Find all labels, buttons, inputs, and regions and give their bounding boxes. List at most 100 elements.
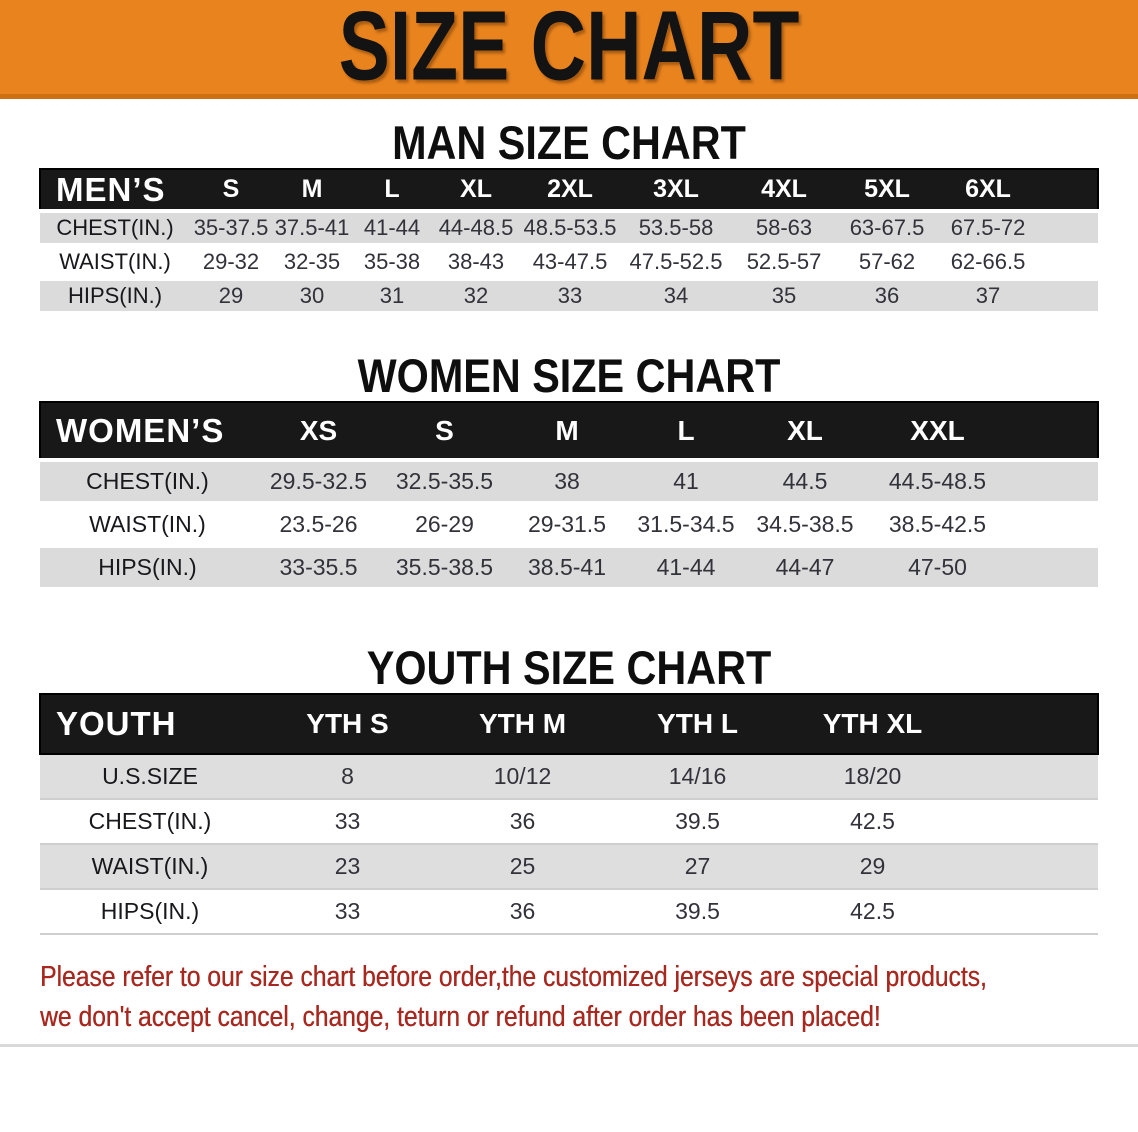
size-value-cell: 42.5 (785, 799, 960, 845)
size-column-header: 6XL (938, 168, 1038, 212)
size-value-cell: 23 (260, 844, 435, 890)
size-value-cell: 35-38 (352, 245, 432, 279)
banner: SIZE CHART (0, 0, 1138, 99)
size-value-cell: 44.5 (745, 458, 865, 505)
size-column-header: 4XL (732, 168, 836, 212)
size-value-cell: 52.5-57 (732, 245, 836, 279)
row-label: HIPS(IN.) (40, 277, 190, 315)
disclaimer-line-2: we don't accept cancel, change, teturn o… (40, 1001, 881, 1033)
spacer-cell (960, 889, 1098, 935)
size-value-cell: 44-47 (745, 544, 865, 591)
mens-header-row: MEN’S S M L XL 2XL 3XL 4XL 5XL 6XL (39, 168, 1099, 212)
spacer-cell (1010, 503, 1098, 546)
womens-group-label: WOMEN’S (39, 401, 255, 461)
size-value-cell: 38.5-41 (507, 544, 627, 591)
spacer-cell (1038, 168, 1099, 212)
row-label: HIPS(IN.) (40, 889, 260, 935)
size-value-cell: 47-50 (865, 544, 1010, 591)
row-label: CHEST(IN.) (40, 799, 260, 845)
size-value-cell: 32 (432, 277, 520, 315)
size-column-header: 2XL (520, 168, 620, 212)
size-column-header: M (272, 168, 352, 212)
womens-chest-row: CHEST(IN.) 29.5-32.5 32.5-35.5 38 41 44.… (40, 458, 1098, 505)
size-value-cell: 35-37.5 (190, 209, 272, 247)
mens-hips-row: HIPS(IN.) 29 30 31 32 33 34 35 36 37 (40, 277, 1098, 315)
size-column-header: XL (432, 168, 520, 212)
row-label: CHEST(IN.) (40, 458, 255, 505)
spacer-cell (1038, 277, 1098, 315)
size-value-cell: 47.5-52.5 (620, 245, 732, 279)
size-value-cell: 26-29 (382, 503, 507, 546)
spacer-cell (1010, 458, 1098, 505)
size-value-cell: 58-63 (732, 209, 836, 247)
size-value-cell: 10/12 (435, 753, 610, 800)
womens-waist-row: WAIST(IN.) 23.5-26 26-29 29-31.5 31.5-34… (40, 503, 1098, 546)
size-value-cell: 39.5 (610, 799, 785, 845)
row-label: WAIST(IN.) (40, 245, 190, 279)
youth-waist-row: WAIST(IN.) 23 25 27 29 (40, 844, 1098, 890)
size-value-cell: 62-66.5 (938, 245, 1038, 279)
size-value-cell: 44.5-48.5 (865, 458, 1010, 505)
row-label: U.S.SIZE (40, 753, 260, 800)
womens-hips-row: HIPS(IN.) 33-35.5 35.5-38.5 38.5-41 41-4… (40, 544, 1098, 591)
row-label: WAIST(IN.) (40, 844, 260, 890)
size-value-cell: 35 (732, 277, 836, 315)
size-value-cell: 31 (352, 277, 432, 315)
man-section-heading: MAN SIZE CHART (392, 116, 746, 169)
size-value-cell: 27 (610, 844, 785, 890)
size-value-cell: 36 (435, 889, 610, 935)
size-value-cell: 57-62 (836, 245, 938, 279)
size-column-header: 5XL (836, 168, 938, 212)
row-label: CHEST(IN.) (40, 209, 190, 247)
bottom-divider (0, 1044, 1138, 1047)
size-value-cell: 33-35.5 (255, 544, 382, 591)
spacer-cell (960, 693, 1099, 755)
size-column-header: YTH M (435, 693, 610, 755)
size-value-cell: 41 (627, 458, 745, 505)
size-value-cell: 48.5-53.5 (520, 209, 620, 247)
size-value-cell: 67.5-72 (938, 209, 1038, 247)
size-column-header: XS (255, 401, 382, 461)
size-value-cell: 31.5-34.5 (627, 503, 745, 546)
disclaimer-text: Please refer to our size chart before or… (40, 957, 1138, 1037)
youth-hips-row: HIPS(IN.) 33 36 39.5 42.5 (40, 889, 1098, 935)
youth-group-label: YOUTH (39, 693, 260, 755)
womens-header-row: WOMEN’S XS S M L XL XXL (39, 401, 1099, 461)
spacer-cell (1010, 544, 1098, 591)
spacer-cell (1038, 245, 1098, 279)
women-section-heading: WOMEN SIZE CHART (357, 349, 781, 402)
youth-size-table: YOUTH YTH S YTH M YTH L YTH XL U.S.SIZE … (39, 693, 1099, 935)
size-value-cell: 38.5-42.5 (865, 503, 1010, 546)
size-value-cell: 42.5 (785, 889, 960, 935)
size-value-cell: 38-43 (432, 245, 520, 279)
size-value-cell: 29.5-32.5 (255, 458, 382, 505)
size-value-cell: 23.5-26 (255, 503, 382, 546)
size-value-cell: 30 (272, 277, 352, 315)
size-column-header: XL (745, 401, 865, 461)
size-column-header: L (352, 168, 432, 212)
size-value-cell: 33 (520, 277, 620, 315)
size-value-cell: 41-44 (352, 209, 432, 247)
size-value-cell: 33 (260, 799, 435, 845)
size-value-cell: 37 (938, 277, 1038, 315)
banner-title: SIZE CHART (338, 0, 800, 102)
size-value-cell: 18/20 (785, 753, 960, 800)
size-value-cell: 41-44 (627, 544, 745, 591)
size-value-cell: 29 (190, 277, 272, 315)
spacer-cell (960, 753, 1098, 800)
row-label: WAIST(IN.) (40, 503, 255, 546)
mens-size-table: MEN’S S M L XL 2XL 3XL 4XL 5XL 6XL CHEST… (39, 168, 1099, 315)
spacer-cell (960, 844, 1098, 890)
size-value-cell: 34 (620, 277, 732, 315)
youth-ussize-row: U.S.SIZE 8 10/12 14/16 18/20 (40, 753, 1098, 800)
youth-section-heading: YOUTH SIZE CHART (366, 641, 772, 694)
size-value-cell: 43-47.5 (520, 245, 620, 279)
spacer-cell (960, 799, 1098, 845)
mens-waist-row: WAIST(IN.) 29-32 32-35 35-38 38-43 43-47… (40, 245, 1098, 279)
size-value-cell: 14/16 (610, 753, 785, 800)
youth-chest-row: CHEST(IN.) 33 36 39.5 42.5 (40, 799, 1098, 845)
size-column-header: YTH S (260, 693, 435, 755)
size-value-cell: 36 (435, 799, 610, 845)
size-column-header: XXL (865, 401, 1010, 461)
